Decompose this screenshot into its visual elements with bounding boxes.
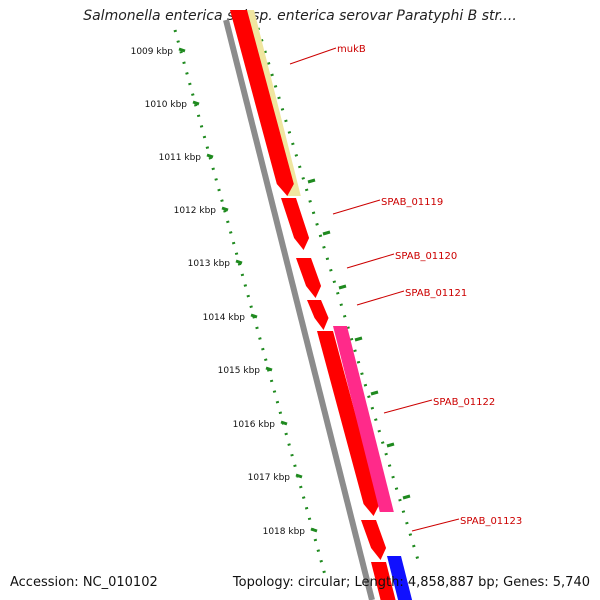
gene-SPAB_01123 <box>361 520 387 560</box>
backbone-line <box>223 19 375 600</box>
gene-mukB <box>230 10 294 196</box>
genome-summary: Topology: circular; Length: 4,858,887 bp… <box>232 575 590 590</box>
gene-label-0: mukB <box>337 44 366 55</box>
gene-leader-line <box>332 199 381 215</box>
gene-leader-line <box>383 399 433 414</box>
gene-label-2: SPAB_01120 <box>395 251 457 262</box>
gene-SPAB_01122-strand <box>317 331 380 516</box>
scale-label-0: 1009 kbp <box>131 47 174 57</box>
outer-scale-tick <box>354 336 363 342</box>
outer-scale-tick <box>338 284 347 290</box>
gene-leader-line <box>346 253 395 269</box>
accession-label: Accession: NC_010102 <box>10 575 158 590</box>
scale-tick <box>206 153 214 159</box>
outer-scale-tick <box>386 442 395 448</box>
scale-label-5: 1014 kbp <box>203 313 246 323</box>
scale-label-8: 1017 kbp <box>248 473 291 483</box>
scale-tick <box>192 100 200 106</box>
scale-tick <box>235 259 243 265</box>
scale-label-1: 1010 kbp <box>145 100 188 110</box>
gene-label-1: SPAB_01119 <box>381 197 443 208</box>
map-title: Salmonella enterica subsp. enterica sero… <box>83 8 517 24</box>
outer-tick-track <box>256 27 420 561</box>
gene-label-4: SPAB_01122 <box>433 397 495 408</box>
gene-label-5: SPAB_01123 <box>460 516 522 527</box>
gene-next <box>371 562 396 600</box>
gene-SPAB_01122 <box>333 326 394 512</box>
gene-leader-line <box>411 518 460 532</box>
outer-scale-tick <box>402 494 411 500</box>
outer-scale-tick <box>370 390 379 396</box>
gene-label-3: SPAB_01121 <box>405 288 467 299</box>
scale-tick <box>280 420 288 426</box>
scale-tick <box>221 206 229 212</box>
scale-tick <box>265 366 273 372</box>
scale-tick <box>178 47 186 53</box>
gene-SPAB_01120 <box>296 258 322 298</box>
scale-label-9: 1018 kbp <box>263 527 306 537</box>
gene-blue <box>387 556 413 600</box>
gene-leader-line <box>289 47 337 65</box>
outer-scale-tick <box>322 230 331 236</box>
scale-label-3: 1012 kbp <box>174 206 217 216</box>
scale-label-2: 1011 kbp <box>159 153 202 163</box>
scale-tick <box>310 527 318 533</box>
gene-SPAB_01119 <box>281 198 310 250</box>
scale-label-4: 1013 kbp <box>188 259 231 269</box>
scale-tick <box>295 473 303 479</box>
scale-label-6: 1015 kbp <box>218 366 261 376</box>
scale-tick <box>250 313 258 319</box>
gene-leader-line <box>356 290 405 306</box>
gene-SPAB_01121 <box>307 300 329 330</box>
outer-scale-tick <box>307 178 316 184</box>
scale-label-7: 1016 kbp <box>233 420 276 430</box>
